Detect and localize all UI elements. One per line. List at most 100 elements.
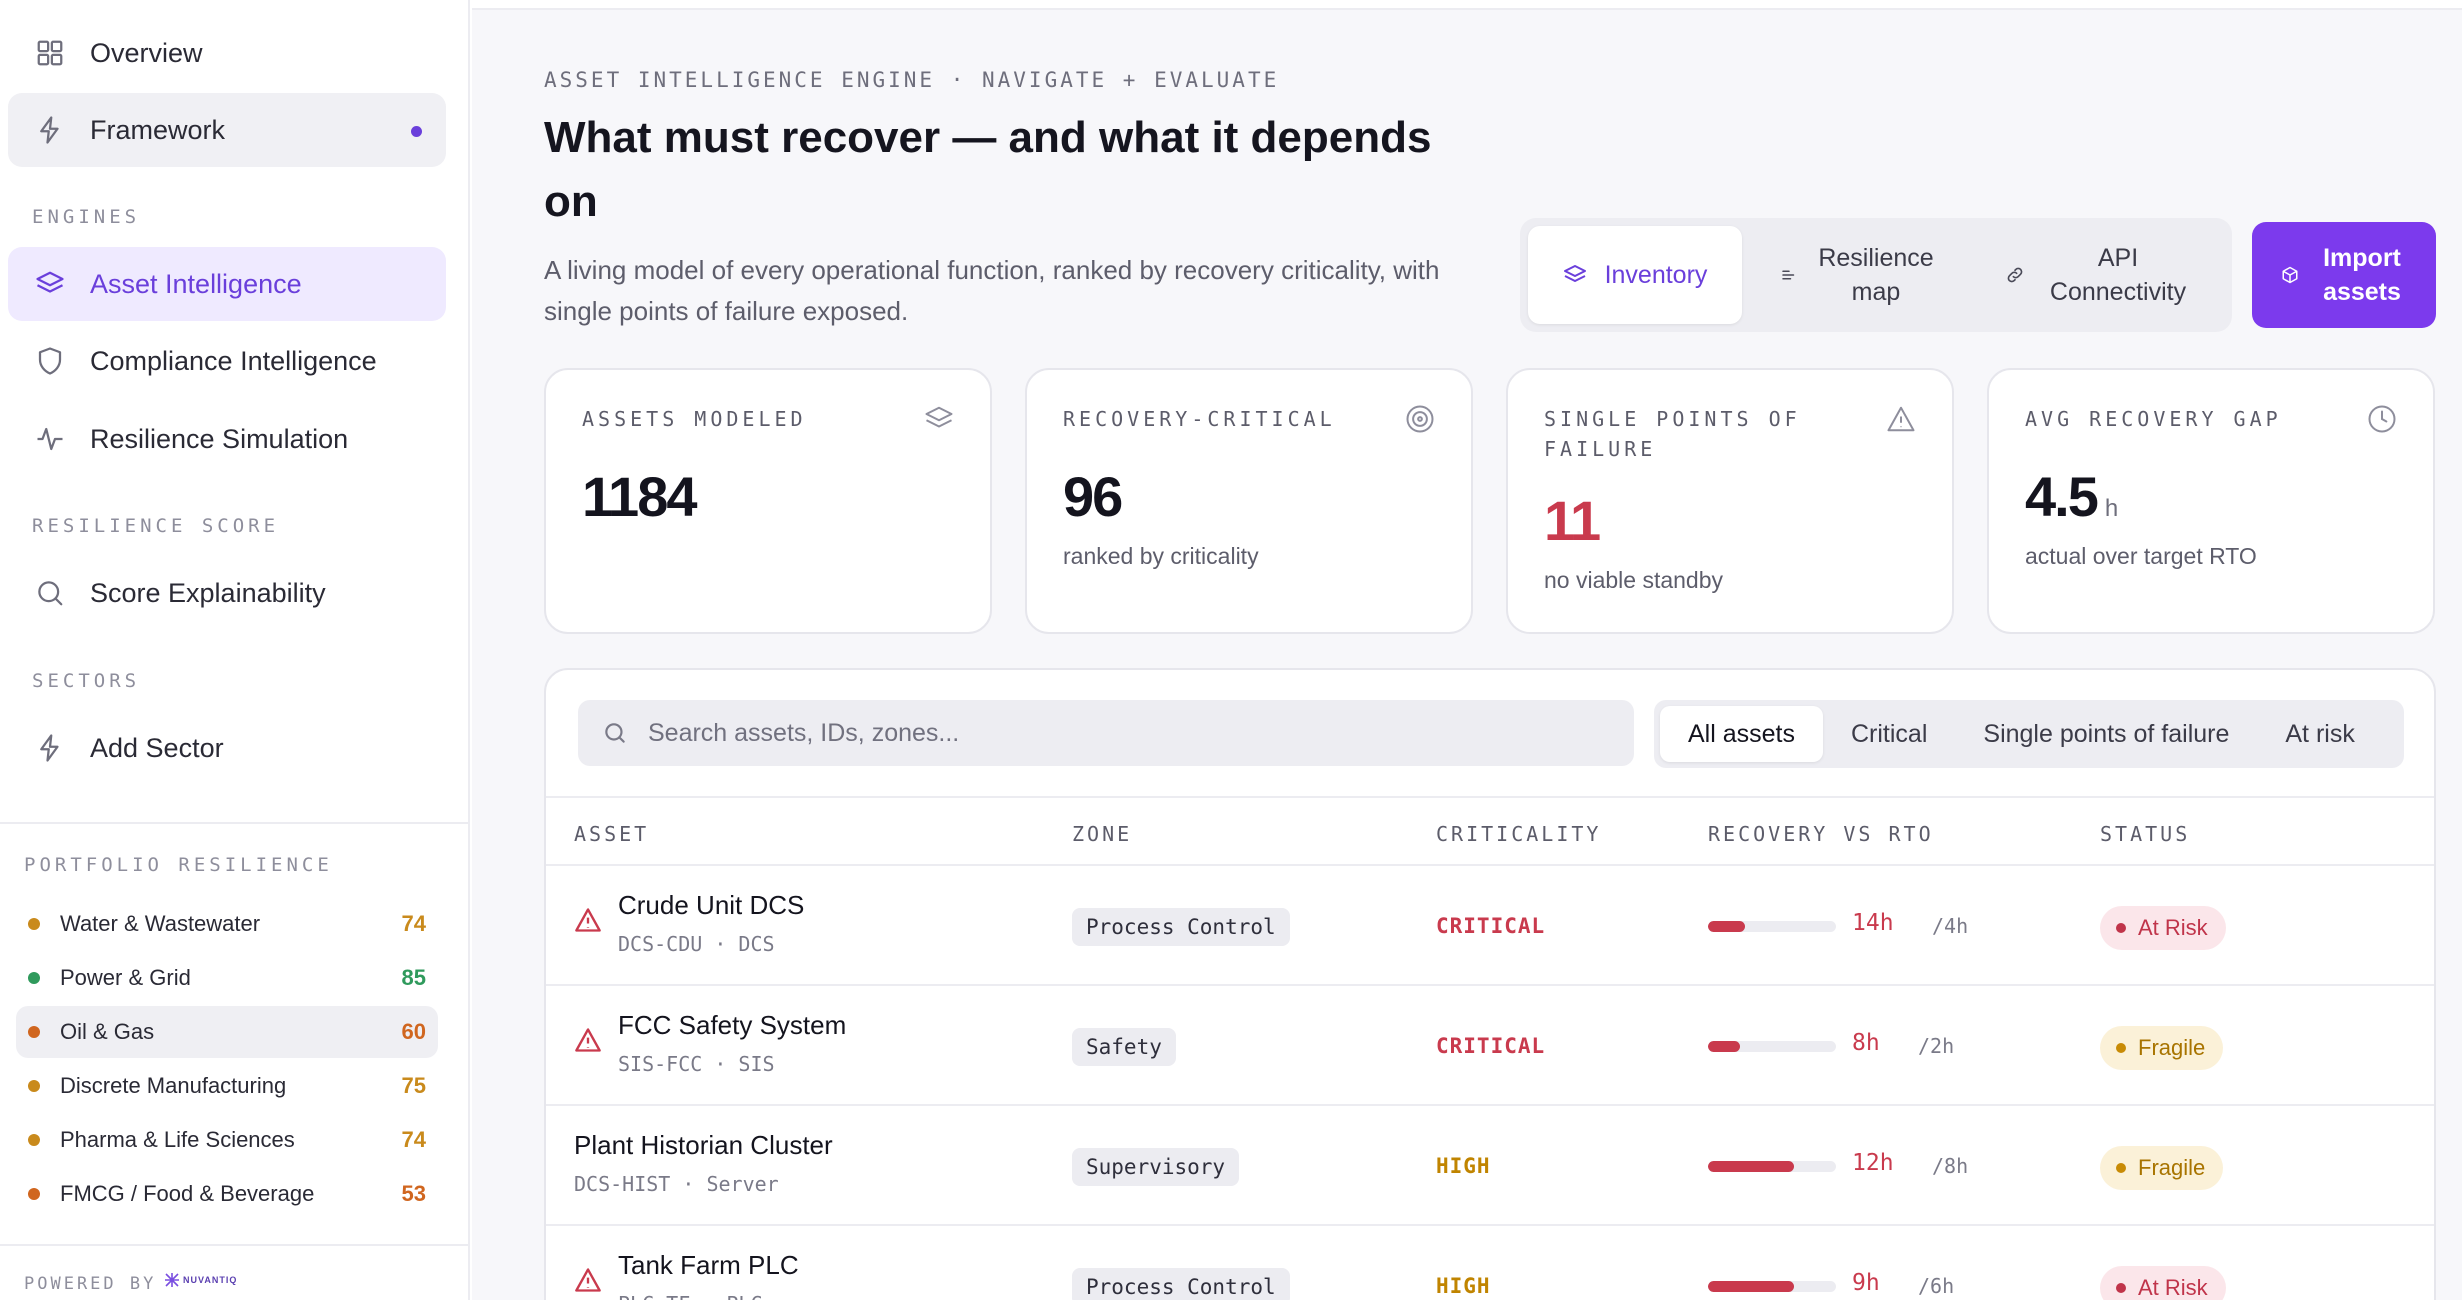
status-dot xyxy=(2116,1043,2126,1053)
portfolio-item-power[interactable]: Power & Grid 85 xyxy=(16,952,438,1004)
status-badge: Fragile xyxy=(2100,1026,2224,1070)
nav-resilience-simulation[interactable]: Resilience Simulation xyxy=(8,402,446,476)
search-box xyxy=(578,700,1634,766)
layers-icon xyxy=(925,406,953,428)
import-assets-label: Import assets xyxy=(2323,244,2401,306)
import-assets-button[interactable]: Import assets xyxy=(2252,222,2436,328)
rto-target: /8h xyxy=(1932,1154,1969,1178)
asset-meta: DCS-CDU · DCS xyxy=(618,932,775,956)
kpi-value: 11 xyxy=(1544,488,1916,553)
kpi-value-number: 1184 xyxy=(582,465,697,528)
asset-id: DCS-HIST xyxy=(574,1172,671,1196)
zone-badge: Supervisory xyxy=(1072,1148,1240,1186)
asset-id: SIS-FCC xyxy=(618,1052,703,1076)
recovery-progress-track xyxy=(1708,1041,1836,1052)
layers-icon xyxy=(1563,263,1587,287)
sector-status-dot xyxy=(28,1026,40,1038)
asset-id: DCS-CDU xyxy=(618,932,703,956)
layers-icon xyxy=(34,268,66,300)
vendor-logo: NUVANTIQ xyxy=(164,1272,237,1288)
nav-add-sector[interactable]: Add Sector xyxy=(8,711,446,785)
table-row[interactable]: Crude Unit DCS DCS-CDU · DCS Process Con… xyxy=(546,866,2434,986)
nav-framework-label: Framework xyxy=(90,114,226,145)
zone-badge: Process Control xyxy=(1072,1268,1290,1300)
nav-score-explainability-label: Score Explainability xyxy=(90,577,326,608)
kpi-label: AVG RECOVERY GAP xyxy=(2025,407,2282,431)
column-header-zone[interactable]: ZONE xyxy=(1072,822,1133,846)
clock-icon xyxy=(2368,405,2396,433)
portfolio-item-score: 53 xyxy=(401,1181,426,1206)
tab-inventory[interactable]: Inventory xyxy=(1528,226,1742,324)
portfolio-item-fmcg[interactable]: FMCG / Food & Beverage 53 xyxy=(16,1168,438,1220)
kpi-value-number: 4.5 xyxy=(2025,465,2099,528)
nav-compliance-intelligence[interactable]: Compliance Intelligence xyxy=(8,324,446,398)
status-text: Fragile xyxy=(2138,1035,2206,1060)
filter-single-points-of-failure[interactable]: Single points of failure xyxy=(1983,719,2230,748)
criticality-label: CRITICAL xyxy=(1436,914,1546,938)
column-header-status[interactable]: STATUS xyxy=(2100,822,2191,846)
pulse-icon xyxy=(34,423,66,455)
table-row[interactable]: Plant Historian Cluster DCS-HIST · Serve… xyxy=(546,1106,2434,1226)
tab-resilience-map-label: Resilience map xyxy=(1818,244,1934,306)
status-badge: At Risk xyxy=(2100,1266,2226,1300)
sector-status-dot xyxy=(28,972,40,984)
asset-id: PLC-TF xyxy=(618,1292,690,1300)
recovery-progress-track xyxy=(1708,1281,1836,1292)
search-icon xyxy=(605,723,625,743)
kpi-value: 1184 xyxy=(582,464,954,529)
vendor-logo-text: NUVANTIQ xyxy=(183,1275,238,1285)
zone-badge: Safety xyxy=(1072,1028,1176,1066)
portfolio-item-name: Discrete Manufacturing xyxy=(60,1073,287,1098)
portfolio-item-name: Oil & Gas xyxy=(60,1019,155,1044)
asset-type: DCS xyxy=(738,932,775,956)
kpi-label: SINGLE POINTS OF FAILURE xyxy=(1544,407,1801,461)
status-dot xyxy=(2116,1163,2126,1173)
table-row[interactable]: FCC Safety System SIS-FCC · SIS Safety C… xyxy=(546,986,2434,1106)
asset-name: Crude Unit DCS xyxy=(618,890,805,920)
filter-critical[interactable]: Critical xyxy=(1850,719,1928,748)
sectors-section-label: SECTORS xyxy=(32,670,141,692)
sector-status-dot xyxy=(28,1134,40,1146)
portfolio-item-oil-gas[interactable]: Oil & Gas 60 xyxy=(16,1006,438,1058)
search-input[interactable] xyxy=(648,718,1548,748)
vendor-logo-icon xyxy=(165,1273,179,1287)
portfolio-resilience-panel: PORTFOLIO RESILIENCE Water & Wastewater … xyxy=(0,822,470,1206)
nav-asset-intelligence[interactable]: Asset Intelligence xyxy=(8,247,446,321)
nav-score-explainability[interactable]: Score Explainability xyxy=(8,556,446,630)
column-header-asset[interactable]: ASSET xyxy=(574,822,650,846)
tab-resilience-map[interactable]: Resilience map xyxy=(1742,226,1974,324)
tab-inventory-label: Inventory xyxy=(1604,261,1708,289)
nav-framework[interactable]: Framework xyxy=(8,93,446,167)
portfolio-section-label: PORTFOLIO RESILIENCE xyxy=(24,854,333,876)
nav-overview[interactable]: Overview xyxy=(8,16,446,90)
tab-api-connectivity[interactable]: API Connectivity xyxy=(1974,226,2224,324)
grid-icon xyxy=(34,37,66,69)
status-dot xyxy=(2116,923,2126,933)
filter-all-assets[interactable]: All assets xyxy=(1660,706,1823,762)
rto-target: /6h xyxy=(1918,1274,1955,1298)
asset-type: PLC xyxy=(726,1292,762,1300)
rto-target: /4h xyxy=(1932,914,1969,938)
status-dot xyxy=(2116,1283,2126,1293)
page-title: What must recover — and what it depends … xyxy=(544,113,1432,226)
portfolio-item-pharma[interactable]: Pharma & Life Sciences 74 xyxy=(16,1114,438,1166)
asset-meta: SIS-FCC · SIS xyxy=(618,1052,775,1076)
kpi-label: RECOVERY-CRITICAL xyxy=(1063,407,1336,431)
criticality-label: CRITICAL xyxy=(1436,1034,1546,1058)
kpi-value-unit: h xyxy=(2104,495,2119,522)
asset-name: Plant Historian Cluster xyxy=(574,1130,833,1160)
portfolio-item-name: Water & Wastewater xyxy=(60,911,261,936)
warning-icon xyxy=(575,1028,601,1052)
column-header-criticality[interactable]: CRITICALITY xyxy=(1436,822,1602,846)
criticality-label: HIGH xyxy=(1436,1154,1491,1178)
recovery-value: 12h xyxy=(1852,1150,1894,1176)
nav-resilience-simulation-label: Resilience Simulation xyxy=(90,423,349,454)
table-row[interactable]: Tank Farm PLC PLC-TF · PLC Process Contr… xyxy=(546,1226,2434,1300)
filter-at-risk[interactable]: At risk xyxy=(2285,719,2355,748)
recovery-progress-track xyxy=(1708,921,1836,932)
column-header-recovery-vs-rto[interactable]: RECOVERY VS RTO xyxy=(1708,822,1934,846)
table-header: ASSET ZONE CRITICALITY RECOVERY VS RTO S… xyxy=(546,796,2434,866)
portfolio-item-water[interactable]: Water & Wastewater 74 xyxy=(16,898,438,950)
portfolio-item-discrete[interactable]: Discrete Manufacturing 75 xyxy=(16,1060,438,1112)
portfolio-item-score: 74 xyxy=(401,1127,426,1152)
